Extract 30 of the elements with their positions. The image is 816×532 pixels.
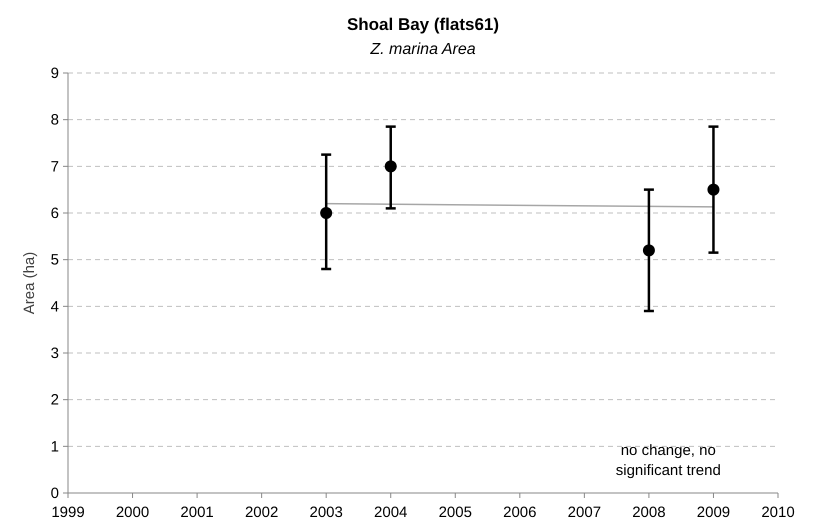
chart-subtitle: Z. marina Area bbox=[369, 41, 476, 58]
y-tick-label: 3 bbox=[50, 345, 59, 362]
x-tick-label: 2008 bbox=[632, 504, 666, 521]
x-tick-label: 2010 bbox=[761, 504, 795, 521]
point bbox=[384, 160, 397, 172]
x-tick-label: 2004 bbox=[374, 504, 408, 521]
x-tick-label: 2000 bbox=[116, 504, 150, 521]
point bbox=[707, 184, 720, 196]
y-tick-label: 2 bbox=[50, 392, 59, 409]
x-tick-label: 2006 bbox=[503, 504, 537, 521]
y-tick-label: 6 bbox=[50, 205, 59, 222]
x-tick-label: 2001 bbox=[180, 504, 214, 521]
y-axis-title: Area (ha) bbox=[21, 252, 38, 314]
annotation: no change, no significant trend bbox=[616, 442, 721, 479]
x-tick-label: 1999 bbox=[51, 504, 85, 521]
y-tick-label: 4 bbox=[50, 298, 59, 316]
y-tick-label: 1 bbox=[50, 438, 59, 456]
point bbox=[320, 207, 332, 219]
x-tick-label: 2003 bbox=[309, 504, 343, 521]
y-tick-label: 7 bbox=[50, 158, 59, 176]
y-tick-label: 8 bbox=[50, 112, 59, 129]
chart-title: Shoal Bay (flats61) bbox=[346, 15, 500, 34]
point bbox=[642, 244, 655, 256]
y-tick-label: 9 bbox=[50, 65, 59, 82]
y-tick-label: 5 bbox=[50, 252, 59, 269]
y-tick-label: 0 bbox=[50, 485, 59, 502]
x-tick-label: 2007 bbox=[568, 504, 602, 521]
x-tick-label: 2005 bbox=[438, 504, 472, 521]
x-tick-label: 2009 bbox=[696, 504, 730, 521]
x-tick-label: 2002 bbox=[244, 504, 278, 521]
